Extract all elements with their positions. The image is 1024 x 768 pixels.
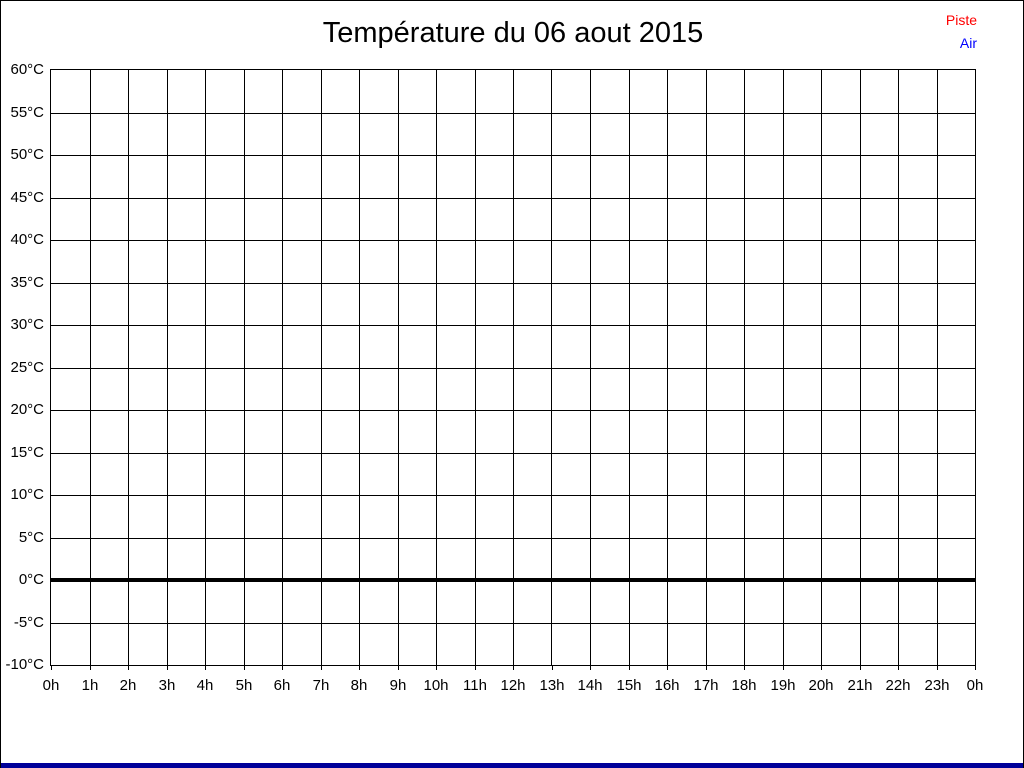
grid-vline [744, 70, 745, 665]
x-axis-tick [436, 666, 437, 670]
x-axis-tick [398, 666, 399, 670]
x-tick-label: 16h [654, 677, 680, 694]
y-tick-label: 20°C [10, 401, 44, 418]
x-tick-label: 14h [577, 677, 603, 694]
x-axis-tick [898, 666, 899, 670]
x-tick-label: 1h [81, 677, 99, 694]
y-tick-label: 60°C [10, 61, 44, 78]
y-tick-label: 35°C [10, 273, 44, 291]
y-tick-label: 5°C [18, 528, 44, 546]
grid-vline [436, 70, 437, 665]
x-tick-label: 0h [966, 677, 984, 694]
x-tick-label: 11h [463, 677, 487, 694]
y-tick-label: -5°C [13, 613, 44, 631]
grid-vline [898, 70, 899, 665]
x-tick-label: 23h [924, 677, 950, 694]
zero-line [51, 578, 975, 582]
x-axis-tick [590, 666, 591, 670]
grid-vline [359, 70, 360, 665]
grid-vline [937, 70, 938, 665]
x-tick-label: 17h [693, 677, 719, 694]
x-axis-tick [359, 666, 360, 670]
x-axis-tick [128, 666, 129, 670]
x-axis-tick [975, 666, 976, 670]
chart-title: Température du 06 aout 2015 [322, 17, 704, 49]
legend-label-air: Air [959, 35, 977, 51]
x-tick-label: 4h [196, 677, 214, 694]
x-axis-tick [205, 666, 206, 670]
grid-vline [590, 70, 591, 665]
x-tick-label: 18h [731, 677, 757, 694]
x-axis-tick [552, 666, 553, 670]
grid-vline [551, 70, 552, 665]
y-tick-label: 50°C [10, 146, 44, 163]
x-tick-label: 5h [235, 677, 253, 694]
x-axis-tick [90, 666, 91, 670]
x-axis-tick [667, 666, 668, 670]
grid-vline [321, 70, 322, 665]
x-axis-tick [167, 666, 168, 670]
x-axis-tick [744, 666, 745, 670]
x-axis-tick [244, 666, 245, 670]
bottom-bar [1, 763, 1023, 768]
x-tick-label: 2h [119, 677, 137, 694]
x-axis-tick [860, 666, 861, 670]
grid-vline [629, 70, 630, 665]
grid-vline [244, 70, 245, 665]
legend: Piste Air [946, 9, 977, 55]
y-tick-label: 55°C [10, 103, 44, 121]
x-axis-tick [513, 666, 514, 670]
legend-label-piste: Piste [945, 12, 977, 28]
x-tick-label: 0h [42, 677, 60, 694]
x-tick-label: 20h [808, 677, 834, 694]
grid-vline [90, 70, 91, 665]
x-axis-tick [321, 666, 322, 670]
grid-vline [128, 70, 129, 665]
grid-vline [167, 70, 168, 665]
x-axis-tick [706, 666, 707, 670]
x-axis-tick [937, 666, 938, 670]
x-tick-label: 3h [158, 677, 176, 694]
x-axis-tick [282, 666, 283, 670]
y-tick-label: 30°C [10, 316, 44, 333]
y-tick-label: 0°C [18, 571, 44, 588]
x-axis-tick [821, 666, 822, 670]
grid-vline [783, 70, 784, 665]
x-tick-label: 6h [273, 677, 291, 694]
y-tick-label: 10°C [10, 486, 44, 503]
grid-vline [706, 70, 707, 665]
x-tick-label: 15h [616, 677, 642, 694]
plot-area [50, 69, 976, 666]
y-tick-label: 40°C [10, 231, 44, 248]
x-tick-label: 7h [312, 677, 330, 694]
x-tick-label: 19h [770, 677, 796, 694]
grid-vline [513, 70, 514, 665]
y-tick-label: 25°C [10, 358, 44, 376]
grid-vline [667, 70, 668, 665]
x-tick-label: 8h [350, 677, 368, 694]
x-tick-label: 10h [423, 677, 449, 694]
x-tick-label: 21h [847, 677, 873, 694]
grid-vline [205, 70, 206, 665]
x-tick-label: 9h [389, 677, 407, 694]
x-axis-tick [783, 666, 784, 670]
x-tick-label: 22h [885, 677, 911, 694]
x-axis-tick [629, 666, 630, 670]
x-tick-label: 12h [500, 677, 526, 694]
grid-vline [475, 70, 476, 665]
y-tick-label: 45°C [10, 188, 44, 206]
x-tick-label: 13h [539, 677, 565, 694]
x-axis-tick [475, 666, 476, 670]
y-tick-label: 15°C [10, 443, 44, 461]
y-tick-label: -10°C [5, 656, 44, 673]
grid-vline [860, 70, 861, 665]
x-axis-tick [51, 666, 52, 670]
grid-vline [821, 70, 822, 665]
grid-vline [282, 70, 283, 665]
grid-vline [398, 70, 399, 665]
